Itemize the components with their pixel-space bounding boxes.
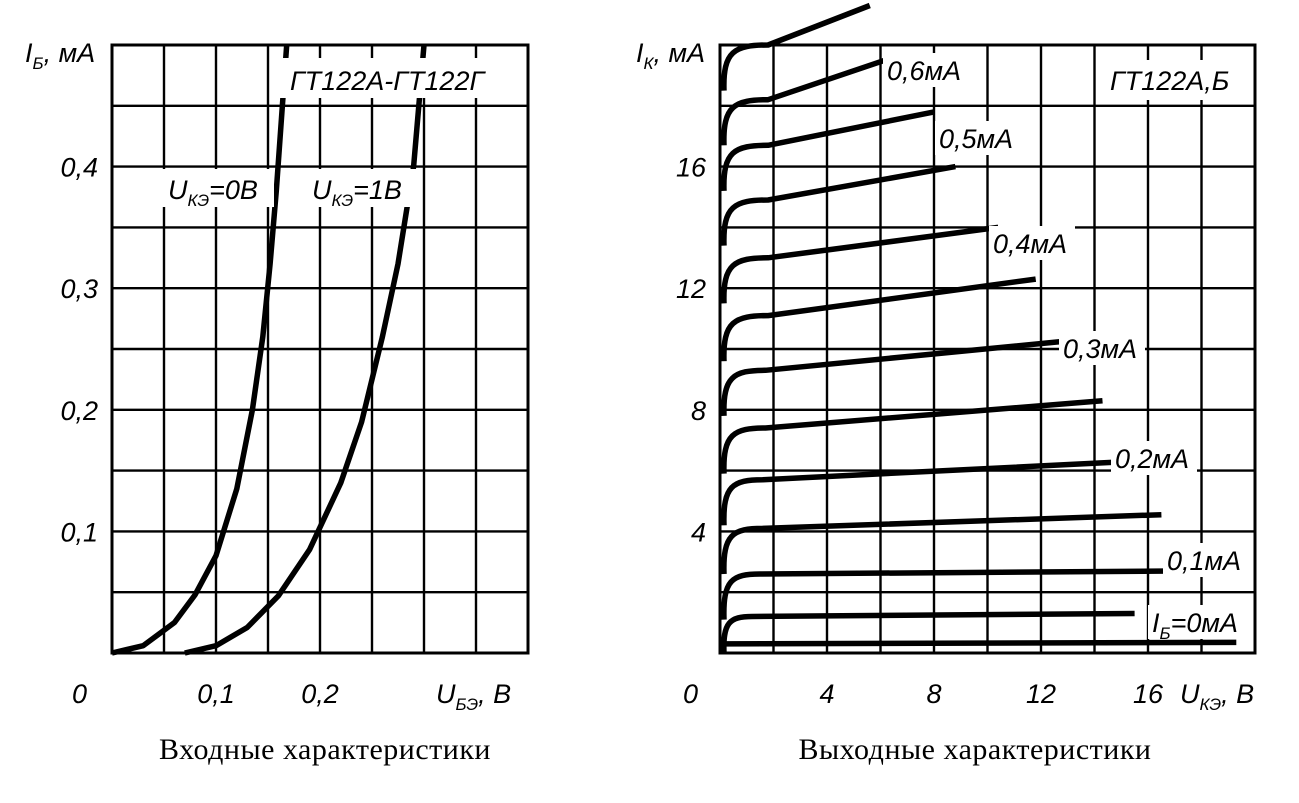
input-chart-title-background [278,58,518,98]
output-series-label-1: 0,1мА [1167,546,1241,576]
output-series-7-line [721,276,1037,362]
series-label-background [1111,441,1197,475]
output-series-0-line [720,639,1237,655]
input-series-label-background [162,169,274,207]
output-series-label-6: 0,6мА [887,56,961,86]
output-series-label-2: 0,2мА [1115,444,1189,474]
output-series-label-0: IБ=0мА [1152,608,1238,643]
input-chart-caption: Входные характеристики [159,733,491,766]
output-series-labels: IБ=0мА 0,1мА 0,2мА 0,3мА 0,4мА 0,5мА 0,6мА [883,53,1250,643]
output-chart-y-axis-label: IК, мА [636,38,705,73]
output-chart-tick-labels: 4 8 12 16 4 8 12 16 [676,153,1164,709]
y-tick-label: 16 [676,153,707,183]
output-series-12-line [721,2,871,91]
output-characteristics-chart: ГТ122А,Б 4 8 12 16 4 8 12 16 0 IК, мА UКЭ, В IБ… [636,2,1257,766]
input-chart-origin-label: 0 [72,679,87,709]
output-series-9-line [721,163,956,246]
x-tick-label: 8 [926,679,941,709]
output-series-8-line [721,224,999,304]
x-tick-label: 0,1 [197,679,235,709]
output-chart-title-background [1102,60,1252,100]
plot-frame [718,43,1257,655]
output-series-4-line [721,458,1130,526]
input-chart-y-axis-label: IБ, мА [25,38,95,73]
output-chart-x-axis-label: UКЭ, В [1180,679,1254,714]
output-series-2-line [721,568,1189,620]
input-chart-grid [110,43,530,655]
series-label-background [1163,543,1249,577]
input-chart-title: ГТ122А-ГТ122Г [290,66,486,96]
series-label-background [883,53,969,87]
output-series-1-line [721,610,1135,654]
output-chart-title: ГТ122А,Б [1110,66,1229,96]
y-tick-label: 8 [691,396,706,426]
output-series-6-line [721,337,1079,416]
input-series-label-0: UКЭ=0В [168,175,258,210]
output-series-label-4: 0,4мА [993,229,1067,259]
output-series-11-line [721,54,895,146]
y-tick-label: 0,1 [60,517,98,547]
x-tick-label: 12 [1026,679,1056,709]
input-series-label-background [306,169,416,207]
series-label-background [989,226,1075,260]
x-tick-label: 0,2 [301,679,339,709]
plot-frame [110,43,530,655]
y-tick-label: 0,3 [60,274,98,304]
series-label-background [1059,331,1145,365]
input-chart-tick-labels: 0,1 0,2 0,1 0,2 0,3 0,4 [60,153,338,709]
output-chart-curves [720,2,1237,655]
y-tick-label: 12 [676,274,706,304]
x-tick-label: 4 [819,679,834,709]
y-tick-label: 0,2 [60,396,98,426]
output-series-label-3: 0,3мА [1063,334,1137,364]
output-series-10-line [721,109,935,191]
series-label-background [935,121,1021,155]
y-tick-label: 0,4 [60,153,98,183]
output-series-5-line [721,397,1103,474]
input-chart-x-axis-label: UБЭ, В [436,679,511,714]
output-chart-caption: Выходные характеристики [799,733,1152,766]
x-tick-label: 16 [1133,679,1164,709]
input-characteristics-chart: ГТ122А-ГТ122Г 0,1 0,2 0,1 0,2 0,3 0,4 0 IБ, м… [25,38,530,766]
output-series-label-5: 0,5мА [939,124,1013,154]
input-series-1-line [184,44,427,656]
output-series-3-line [721,511,1162,575]
input-series-0-line [111,44,290,656]
series-label-background [1148,605,1250,639]
input-chart-curves [111,44,427,656]
output-chart-origin-label: 0 [683,679,698,709]
input-series-label-1: UКЭ=1В [312,175,402,210]
y-tick-label: 4 [691,517,706,547]
